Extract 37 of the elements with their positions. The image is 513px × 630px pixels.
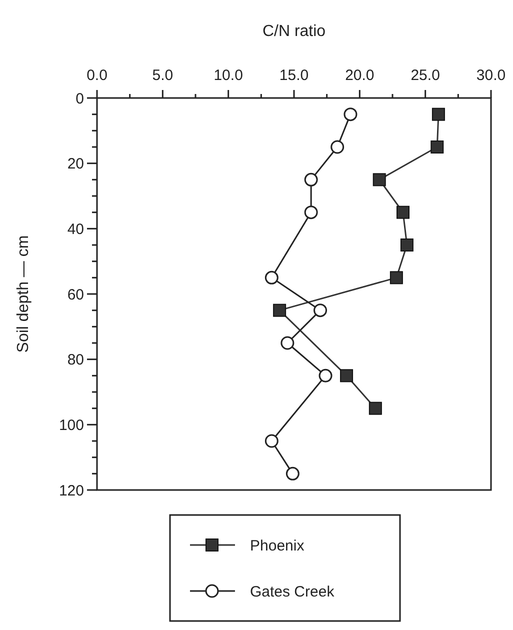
x-tick-label: 20.0 bbox=[345, 67, 374, 84]
x-tick-label: 10.0 bbox=[214, 67, 243, 84]
x-tick-label: 30.0 bbox=[476, 67, 506, 84]
x-tick-label: 25.0 bbox=[410, 67, 440, 84]
point bbox=[344, 108, 358, 122]
legend-label: Phoenix bbox=[250, 537, 305, 554]
y-tick-label: 60 bbox=[67, 286, 84, 304]
point bbox=[400, 238, 414, 252]
x-tick-label: 0.0 bbox=[86, 67, 108, 84]
x-tick-label: 15.0 bbox=[279, 67, 309, 84]
y-tick-label: 0 bbox=[76, 90, 84, 108]
point bbox=[396, 206, 410, 219]
y-tick-label: 120 bbox=[58, 482, 84, 500]
point bbox=[314, 304, 328, 318]
point bbox=[430, 140, 444, 154]
y-tick-label: 100 bbox=[58, 416, 84, 434]
point bbox=[273, 304, 286, 317]
x-tick-label: 5.0 bbox=[152, 67, 174, 84]
point bbox=[368, 402, 382, 415]
y-tick-label: 40 bbox=[67, 220, 84, 238]
point bbox=[264, 434, 278, 448]
point bbox=[318, 368, 332, 382]
point bbox=[372, 173, 386, 186]
x-axis-title: C/N ratio bbox=[262, 23, 326, 40]
point bbox=[286, 466, 300, 480]
point bbox=[432, 108, 445, 121]
point bbox=[340, 369, 354, 382]
point bbox=[280, 336, 294, 350]
y-axis-title: Soil depth — cm bbox=[15, 235, 32, 353]
point bbox=[304, 206, 318, 220]
legend-label: Gates Creek bbox=[250, 583, 335, 600]
y-tick-label: 80 bbox=[67, 352, 84, 369]
point bbox=[330, 140, 344, 154]
y-tick-label: 20 bbox=[67, 156, 84, 173]
point bbox=[264, 270, 278, 284]
point bbox=[390, 271, 403, 284]
point bbox=[304, 172, 318, 186]
